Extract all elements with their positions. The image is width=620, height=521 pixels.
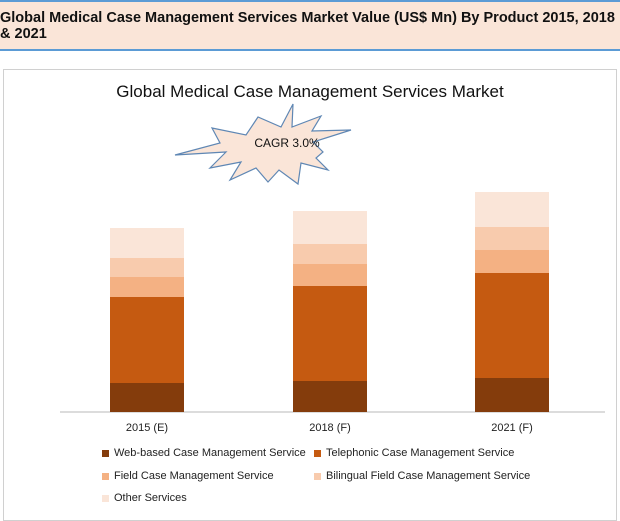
legend-swatch [314,472,321,480]
bar-segment [293,264,367,286]
legend-label: Web-based Case Management Service [114,447,306,459]
legend-label: Bilingual Field Case Management Service [326,470,531,482]
legend-item: Web-based Case Management Service [102,447,306,459]
x-tick-label: 2021 (F) [491,422,533,434]
bar-segment [110,383,184,412]
bar-segment [475,250,549,273]
bar-segment [475,378,549,412]
bar-segment [110,258,184,277]
legend-item: Other Services [102,492,187,504]
legend-swatch [102,449,109,457]
legend-label: Other Services [114,492,187,504]
bar-segment [293,211,367,244]
header-title: Global Medical Case Management Services … [0,9,615,42]
bar-segment [293,286,367,381]
bar-segment [293,244,367,264]
legend-swatch [102,472,109,480]
x-tick-label: 2015 (E) [126,422,168,434]
legend-item: Telephonic Case Management Service [314,447,514,459]
legend-swatch [314,449,321,457]
bar-segment [110,297,184,383]
bar-segment [293,381,367,412]
chart-title: Global Medical Case Management Services … [116,82,504,101]
x-tick-label: 2018 (F) [309,422,351,434]
cagr-annotation: CAGR 3.0% [254,136,320,150]
bar-segment [475,192,549,227]
legend-label: Telephonic Case Management Service [326,447,515,459]
bar-segment [475,227,549,250]
bar-segment [110,228,184,258]
page-header: Global Medical Case Management Services … [0,0,620,51]
legend-label: Field Case Management Service [114,470,274,482]
bar-segment [110,277,184,297]
bar-segment [475,273,549,378]
legend-swatch [102,494,109,502]
legend-item: Bilingual Field Case Management Service [314,470,530,482]
legend-item: Field Case Management Service [102,470,274,482]
starburst-shape [174,103,352,186]
